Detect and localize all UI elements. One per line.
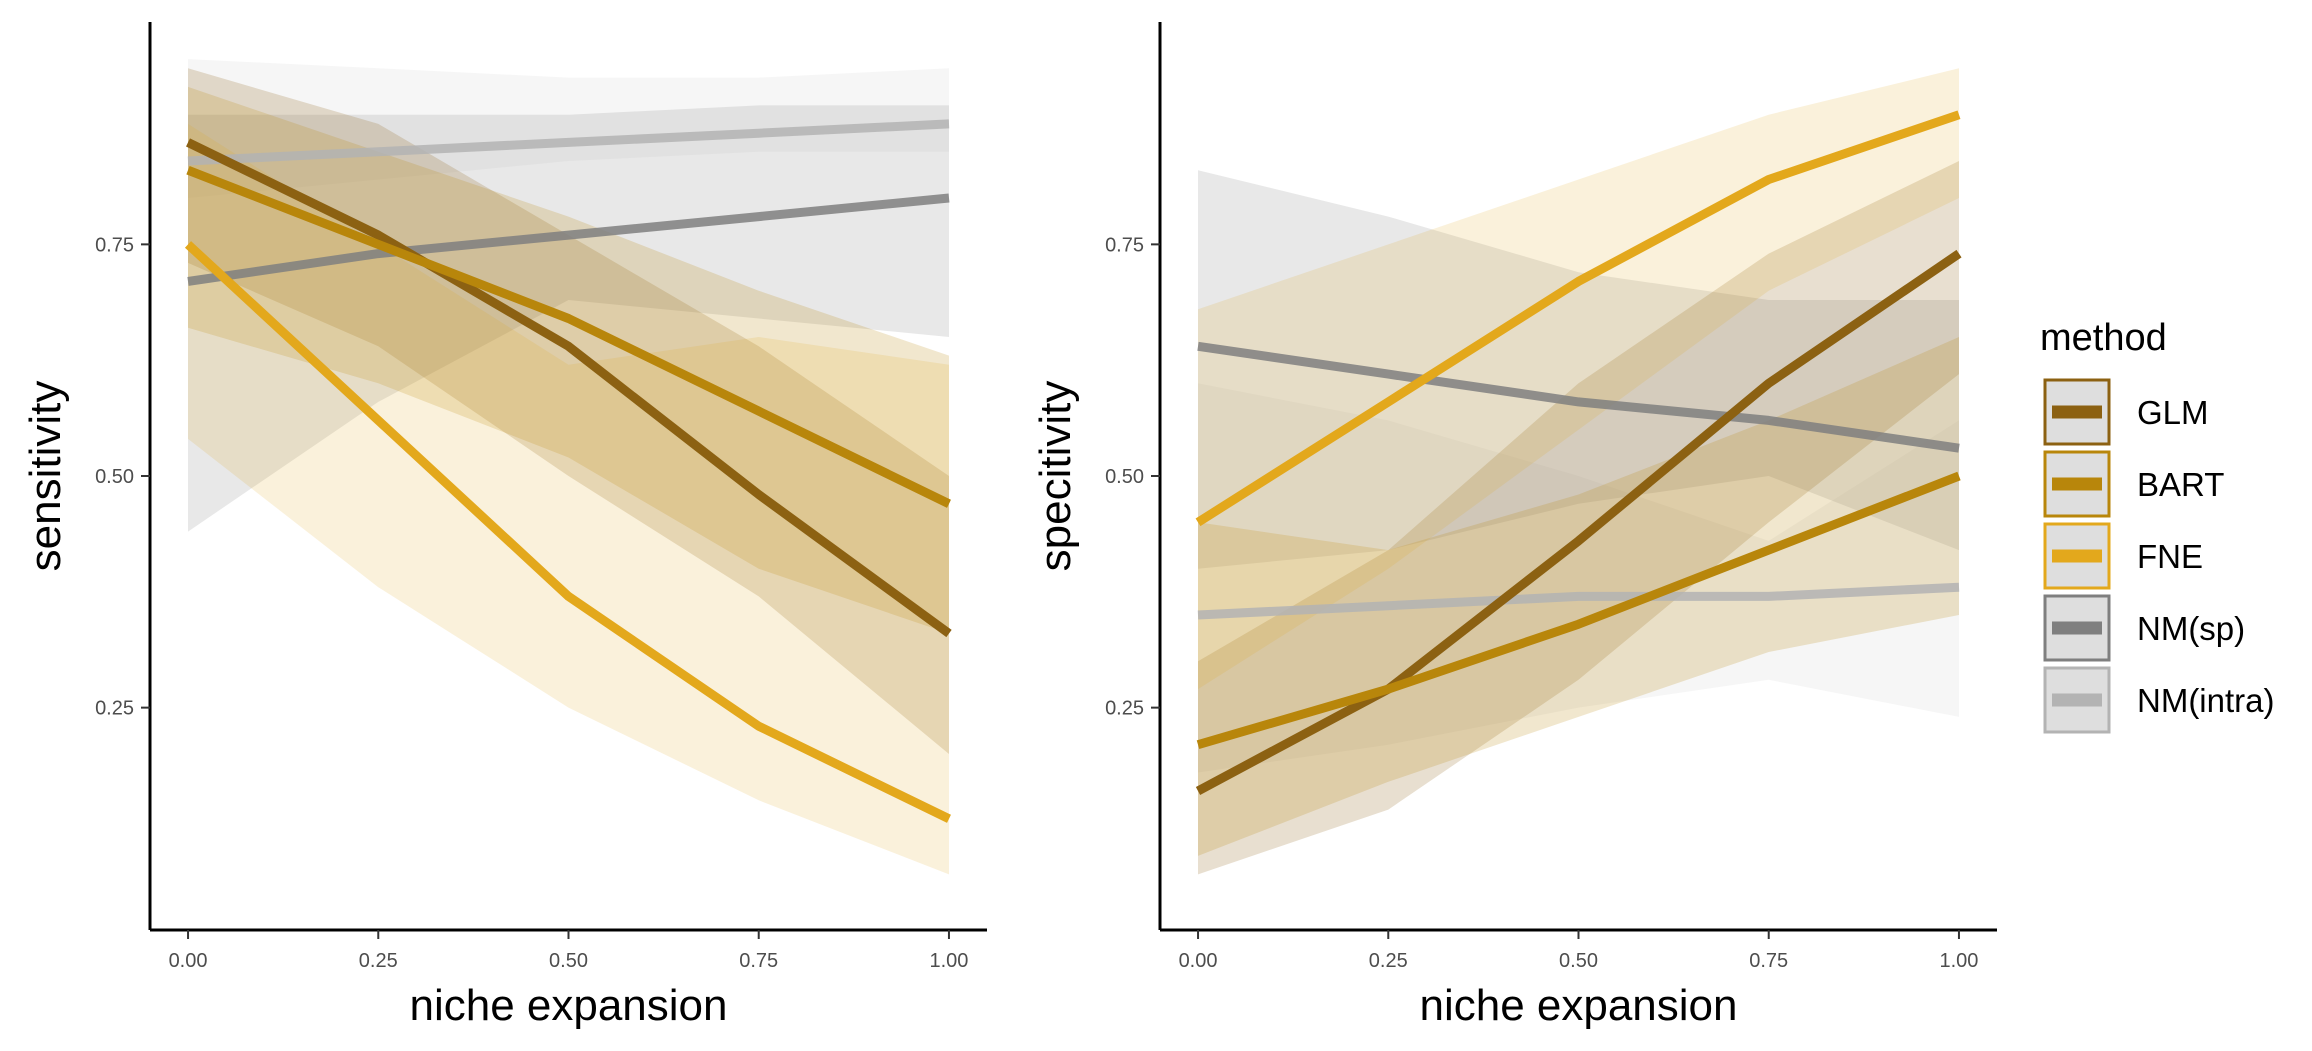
confidence-band-nmsp [188,105,949,532]
legend-label: GLM [2137,394,2209,431]
series-line-fne [184,241,951,823]
x-tick-label: 1.00 [929,950,968,972]
x-axis-title: niche expansion [409,981,727,1030]
legend-item-glm: GLM [2043,378,2209,446]
y-tick-label: 0.25 [95,698,134,720]
series-line-bart [1196,471,1961,750]
legend-title: method [2040,317,2167,359]
series-line-nmsp [187,193,950,286]
x-tick-label: 0.50 [549,950,588,972]
legend-label: BART [2137,466,2224,503]
x-tick-label: 0.75 [1749,950,1788,972]
confidence-band-nmintra [188,59,949,198]
x-axis-title: niche expansion [1419,981,1737,1030]
legend-label: FNE [2137,538,2203,575]
x-tick-label: 0.75 [739,950,778,972]
y-axis-title: specitivity [1031,381,1080,572]
series-line-fne [1195,110,1961,527]
legend-item-nmsp: NM(sp) [2043,594,2245,662]
confidence-band-fne [1198,68,1959,690]
x-tick-label: 0.25 [359,950,398,972]
x-tick-label: 0.00 [169,950,208,972]
panel-1: 0.00 0.25 0.50 0.75 1.00 0.25 0.50 0.75 niche ex… [21,22,987,1030]
legend-label: NM(sp) [2137,610,2245,647]
x-tick-label: 0.50 [1559,950,1598,972]
legend-item-fne: FNE [2043,522,2203,590]
series-line-nmintra [187,119,950,166]
confidence-band-fne [188,123,949,875]
panel-2: 0.00 0.25 0.50 0.75 1.00 0.25 0.50 0.75 niche ex… [1031,22,1997,1030]
confidence-band-nmsp [1198,170,1959,569]
x-tick-label: 0.00 [1179,950,1218,972]
legend-label: NM(intra) [2137,682,2275,719]
series-line-glm [1195,249,1962,795]
series-line-nmsp [1197,341,1960,453]
y-tick-label: 0.25 [1105,698,1144,720]
confidence-band-glm [1198,161,1959,875]
legend-item-bart: BART [2043,450,2224,518]
x-tick-label: 1.00 [1939,950,1978,972]
y-tick-label: 0.75 [95,234,134,256]
legend: method GLM BART FNE NM(sp) NM(intra) [2040,317,2275,734]
confidence-band-nmintra [1198,383,1959,773]
y-tick-label: 0.75 [1105,234,1144,256]
x-tick-label: 0.25 [1369,950,1408,972]
y-tick-label: 0.50 [95,466,134,488]
y-tick-label: 0.50 [1105,466,1144,488]
series-line-nmintra [1197,582,1960,620]
series-line-bart [186,166,951,508]
series-line-glm [186,138,952,638]
y-axis-title: sensitivity [21,381,70,572]
legend-item-nmintra: NM(intra) [2043,666,2275,734]
